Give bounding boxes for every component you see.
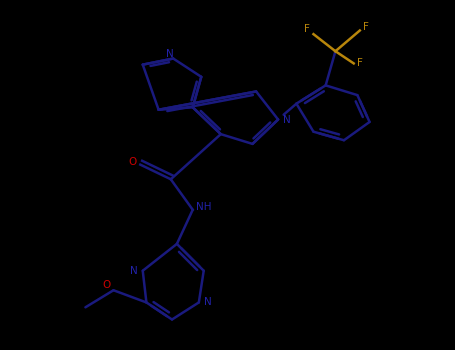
Text: N: N xyxy=(283,114,291,125)
Text: N: N xyxy=(167,49,174,59)
Text: F: F xyxy=(357,58,363,68)
Text: NH: NH xyxy=(196,202,212,212)
Text: N: N xyxy=(204,298,212,307)
Text: N: N xyxy=(130,266,137,276)
Text: O: O xyxy=(102,280,110,290)
Text: O: O xyxy=(129,156,137,167)
Text: F: F xyxy=(304,24,310,34)
Text: F: F xyxy=(363,22,369,33)
